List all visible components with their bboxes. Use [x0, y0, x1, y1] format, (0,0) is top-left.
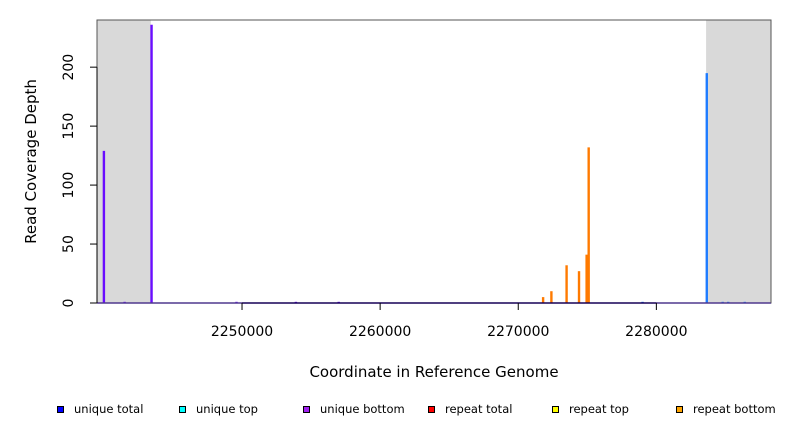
legend-item: repeat top [552, 400, 629, 418]
x-tick-label: 2250000 [211, 324, 273, 340]
legend-label: unique top [196, 402, 258, 416]
legend-item: repeat bottom [676, 400, 776, 418]
shaded-region-1 [97, 20, 151, 303]
y-tick-label: 0 [61, 299, 77, 308]
x-tick-label: 2260000 [349, 324, 411, 340]
shaded-regions [97, 20, 771, 303]
x-tick-label: 2270000 [487, 324, 549, 340]
y-tick-label: 150 [61, 113, 77, 140]
x-tick-label: 2280000 [625, 324, 687, 340]
legend-item: repeat total [428, 400, 512, 418]
legend-swatch [303, 405, 310, 413]
legend-label: repeat bottom [693, 402, 776, 416]
axes: 2250000 2260000 2270000 2280000 0 50 100 150 200 [61, 54, 688, 340]
shaded-region-2 [706, 20, 771, 303]
legend-item: unique top [179, 400, 258, 418]
y-axis-title: Read Coverage Depth [22, 79, 40, 244]
legend-label: repeat top [569, 402, 629, 416]
plot-area-frame [96, 19, 772, 304]
legend-item: unique total [57, 400, 143, 418]
legend-swatch [179, 405, 186, 413]
x-axis-title: Coordinate in Reference Genome [309, 363, 558, 381]
legend-swatch [57, 405, 64, 413]
y-tick-label: 50 [61, 235, 77, 253]
legend-label: unique bottom [320, 402, 405, 416]
legend-swatch [676, 405, 683, 413]
legend-swatch [428, 405, 435, 413]
legend-swatch [552, 405, 559, 413]
chart-legend: unique total unique top unique bottom repea… [0, 400, 792, 418]
coverage-bars [102, 24, 746, 303]
legend-label: repeat total [445, 402, 513, 416]
legend-label: unique total [74, 402, 144, 416]
y-tick-label: 200 [61, 54, 77, 81]
legend-item: unique bottom [303, 400, 405, 418]
y-tick-label: 100 [61, 172, 77, 199]
